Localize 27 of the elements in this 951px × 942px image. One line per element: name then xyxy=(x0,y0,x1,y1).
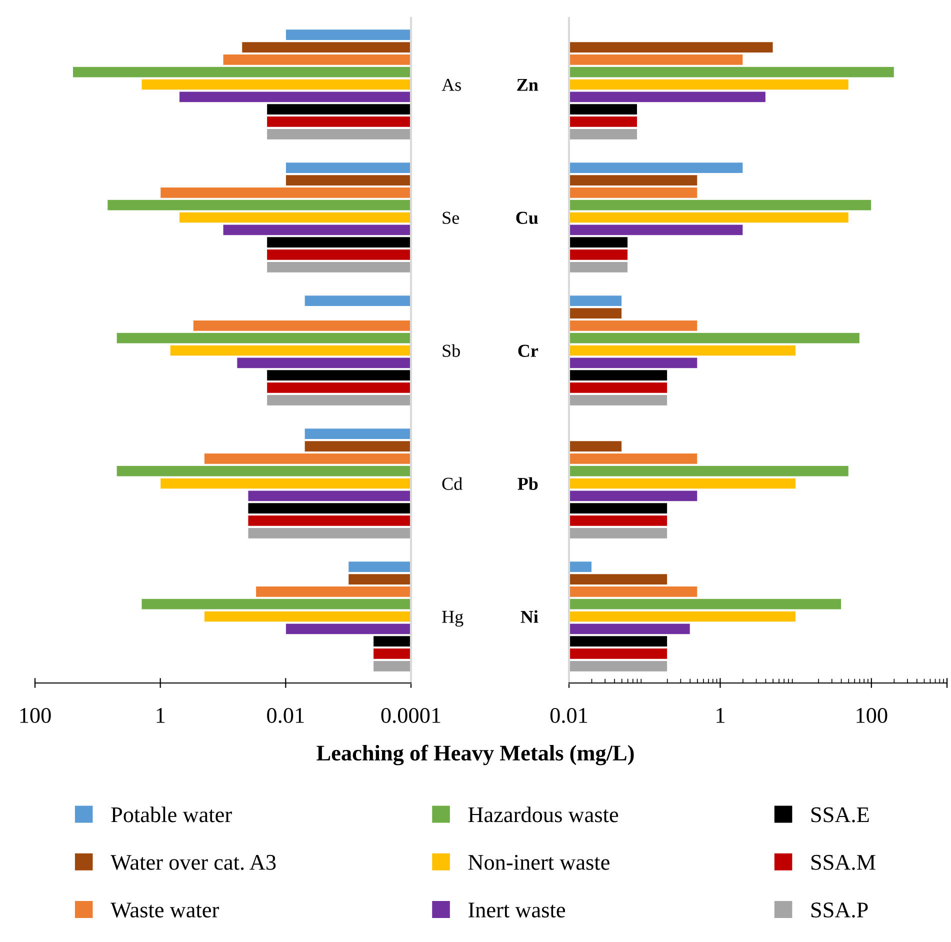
legend-label: Potable water xyxy=(111,806,232,822)
y-tick-label: Se xyxy=(442,212,459,224)
legend-label: SSA.M xyxy=(811,854,876,870)
y-tick-label: Pb xyxy=(518,477,538,490)
legend-label: SSA.P xyxy=(811,902,868,918)
x-tick-label: 1 xyxy=(156,708,165,723)
y-tick-label: As xyxy=(442,78,461,91)
legend-label: Hazardous waste xyxy=(468,806,618,822)
legend-label: Inert waste xyxy=(468,902,566,918)
legend-label: SSA.E xyxy=(811,807,869,822)
x-tick-label: 100 xyxy=(20,708,51,723)
y-tick-label: Cr xyxy=(518,344,538,357)
x-tick-label: 0.0001 xyxy=(381,708,440,724)
y-tick-label: Hg xyxy=(442,610,464,627)
x-tick-label: 0.01 xyxy=(550,708,588,724)
y-tick-label: Ni xyxy=(520,610,538,623)
y-tick-label: Sb xyxy=(442,344,460,357)
y-tick-label: Cd xyxy=(442,477,462,490)
legend-label: Water over cat. A3 xyxy=(110,854,276,870)
legend-label: Waste water xyxy=(110,902,219,918)
x-tick-label: 100 xyxy=(856,708,888,723)
y-tick-label: Zn xyxy=(517,78,538,91)
y-tick-label: Cu xyxy=(516,212,538,224)
x-tick-label: 0.01 xyxy=(267,708,304,724)
legend-label: Non-inert waste xyxy=(468,854,610,870)
x-tick-label: 1 xyxy=(716,708,724,723)
x-axis-title: Leaching of Heavy Metals (mg/L) xyxy=(316,744,634,766)
